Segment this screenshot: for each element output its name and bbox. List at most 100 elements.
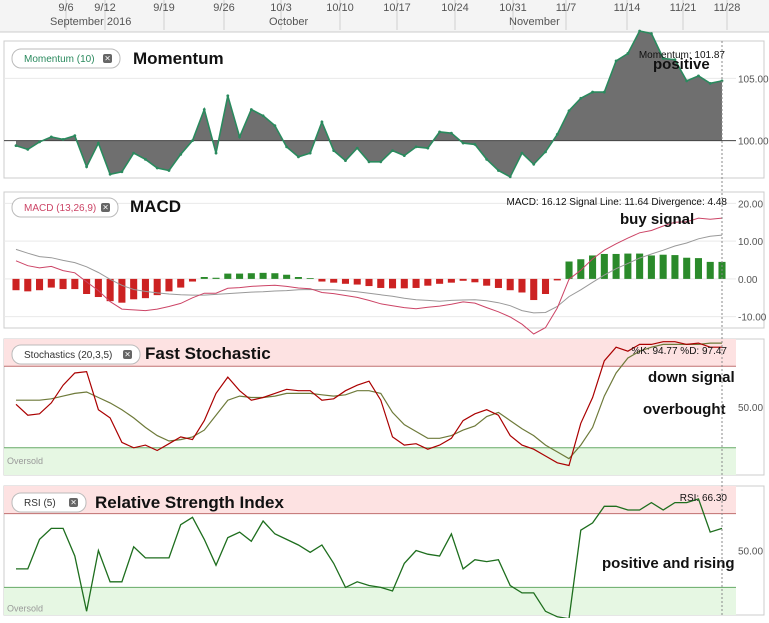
momentum-point bbox=[402, 154, 406, 157]
momentum-point bbox=[602, 90, 606, 94]
macd-divergence-bar bbox=[294, 277, 302, 279]
macd-divergence-bar bbox=[494, 278, 502, 288]
momentum-point bbox=[614, 59, 618, 63]
momentum-point bbox=[697, 74, 700, 78]
momentum-point bbox=[73, 134, 77, 138]
momentum-badge-close-glyph: × bbox=[105, 54, 111, 65]
macd-divergence-bar bbox=[341, 278, 349, 284]
macd-divergence-bar bbox=[259, 272, 267, 279]
month-label: November bbox=[509, 16, 560, 28]
macd-divergence-bar bbox=[589, 255, 597, 279]
macd-divergence-bar bbox=[330, 278, 338, 283]
rsi-badge: RSI (5) × bbox=[11, 492, 87, 513]
macd-divergence-bar bbox=[612, 253, 620, 279]
momentum-point bbox=[579, 96, 583, 100]
macd-divergence-bar bbox=[59, 278, 67, 290]
momentum-point bbox=[332, 149, 336, 153]
rsi-oversold-label: Oversold bbox=[7, 603, 43, 613]
momentum-point bbox=[638, 29, 642, 33]
date-tick-label: 9/6 bbox=[58, 2, 73, 14]
momentum-point bbox=[26, 147, 30, 151]
rsi-title: Relative Strength Index bbox=[95, 493, 284, 512]
momentum-point bbox=[567, 109, 571, 113]
momentum-point bbox=[650, 32, 653, 35]
macd-divergence-bar bbox=[412, 278, 420, 288]
momentum-point bbox=[438, 130, 441, 134]
macd-divergence-bar bbox=[12, 278, 20, 291]
macd-divergence-bar bbox=[400, 278, 408, 289]
momentum-point bbox=[708, 81, 712, 85]
month-label: October bbox=[269, 16, 308, 28]
momentum-y-tick: 100.00 bbox=[738, 137, 769, 148]
macd-readout: MACD: 16.12 Signal Line: 11.64 Divergenc… bbox=[506, 197, 727, 208]
macd-divergence-bar bbox=[24, 278, 32, 292]
macd-divergence-bar bbox=[94, 278, 102, 298]
momentum-badge-label: Momentum (10) bbox=[24, 54, 95, 65]
macd-divergence-bar bbox=[636, 253, 644, 279]
momentum-point bbox=[120, 170, 124, 174]
macd-title: MACD bbox=[130, 197, 181, 216]
momentum-point bbox=[96, 141, 100, 145]
macd-divergence-bar bbox=[247, 273, 255, 279]
momentum-point bbox=[249, 108, 253, 111]
momentum-point bbox=[355, 146, 359, 150]
macd-divergence-bar bbox=[530, 278, 538, 301]
date-tick-label: 11/7 bbox=[556, 2, 577, 14]
momentum-point bbox=[661, 57, 665, 60]
macd-divergence-bar bbox=[694, 258, 702, 279]
momentum-point bbox=[485, 157, 489, 161]
stoch-badge-label: Stochastics (20,3,5) bbox=[24, 350, 112, 361]
macd-y-tick: 0.00 bbox=[738, 275, 758, 286]
rsi-badge-box bbox=[11, 492, 87, 513]
momentum-point bbox=[461, 141, 465, 145]
momentum-point bbox=[202, 108, 206, 111]
macd-divergence-bar bbox=[118, 278, 126, 303]
momentum-point bbox=[38, 140, 41, 144]
macd-divergence-bar bbox=[365, 278, 373, 287]
macd-divergence-bar bbox=[141, 278, 149, 299]
macd-divergence-bar bbox=[224, 273, 232, 279]
macd-divergence-bar bbox=[565, 261, 573, 279]
momentum-point bbox=[167, 169, 171, 172]
macd-badge: MACD (13,26,9) × bbox=[11, 197, 119, 218]
momentum-annotation: positive bbox=[653, 56, 710, 73]
macd-y-tick: 20.00 bbox=[738, 199, 763, 210]
macd-badge-box bbox=[11, 197, 119, 218]
macd-divergence-bar bbox=[212, 277, 220, 279]
stoch-badge-close-glyph: × bbox=[125, 350, 131, 361]
stoch-readout: %K: 94.77 %D: 97.47 bbox=[631, 346, 727, 357]
momentum-point bbox=[532, 162, 536, 166]
macd-divergence-bar bbox=[106, 278, 114, 302]
date-tick-label: 9/19 bbox=[153, 2, 174, 14]
macd-divergence-bar bbox=[71, 278, 79, 290]
stoch-oversold-zone bbox=[4, 447, 736, 475]
momentum-point bbox=[555, 133, 559, 136]
momentum-point bbox=[214, 151, 218, 155]
momentum-point bbox=[379, 160, 383, 164]
momentum-point bbox=[497, 169, 500, 172]
momentum-point bbox=[226, 94, 230, 98]
momentum-badge: Momentum (10) × bbox=[11, 48, 121, 69]
momentum-point bbox=[14, 144, 18, 148]
date-tick-label: 11/21 bbox=[670, 2, 697, 14]
macd-signal-line bbox=[15, 234, 723, 314]
rsi-line bbox=[16, 498, 723, 620]
date-tick-label: 10/24 bbox=[441, 2, 469, 14]
momentum-point bbox=[285, 145, 289, 149]
macd-divergence-bar bbox=[471, 278, 479, 283]
macd-divergence-bar bbox=[600, 253, 608, 279]
momentum-point bbox=[297, 155, 300, 159]
macd-badge-close-glyph: × bbox=[103, 203, 109, 214]
macd-divergence-bar bbox=[706, 261, 714, 279]
stoch-oversold-label: Oversold bbox=[7, 456, 43, 466]
momentum-point bbox=[144, 157, 147, 161]
macd-divergence-bar bbox=[83, 278, 91, 294]
momentum-point bbox=[720, 79, 724, 83]
momentum-point bbox=[449, 131, 453, 135]
momentum-point bbox=[520, 151, 524, 155]
momentum-point bbox=[508, 175, 512, 179]
momentum-point bbox=[191, 139, 194, 143]
momentum-point bbox=[155, 166, 159, 170]
